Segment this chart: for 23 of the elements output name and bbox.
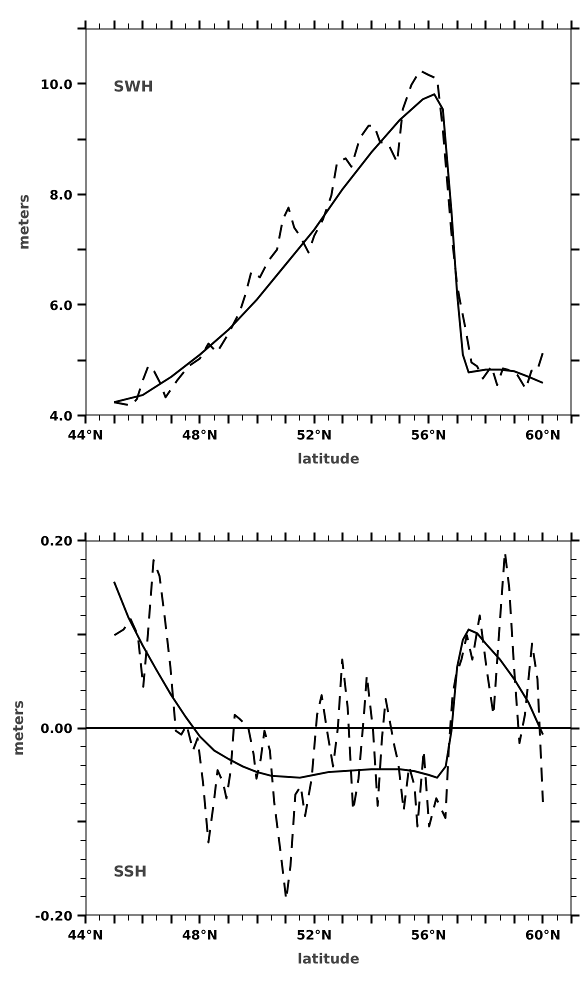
x-tick-label: 60°N <box>525 928 561 944</box>
x-tick-label: 44°N <box>68 928 104 944</box>
annotation: SSH <box>114 862 147 880</box>
y-tick-label: 0.00 <box>40 722 73 737</box>
x-tick-label: 44°N <box>68 428 104 444</box>
x-tick-label: 48°N <box>182 428 218 444</box>
x-tick-label: 48°N <box>182 928 218 944</box>
annotation: SWH <box>114 78 154 96</box>
x-tick-label: 52°N <box>296 428 332 444</box>
y-tick-label: 8.0 <box>49 188 72 204</box>
y-tick-label: 6.0 <box>49 298 72 314</box>
x-tick-label: 56°N <box>410 928 446 944</box>
x-axis-title: latitude <box>298 452 360 468</box>
x-tick-label: 52°N <box>296 928 332 944</box>
y-tick-label: 4.0 <box>49 410 72 424</box>
y-tick-label: -0.20 <box>35 910 73 924</box>
x-tick-label: 60°N <box>525 428 561 444</box>
y-axis-title: meters <box>11 700 28 756</box>
x-axis-title: latitude <box>298 952 360 968</box>
y-tick-label: 0.20 <box>40 534 73 550</box>
y-tick-label: 10.0 <box>40 78 73 93</box>
y-axis-title: meters <box>16 194 32 250</box>
x-tick-label: 56°N <box>410 428 446 444</box>
